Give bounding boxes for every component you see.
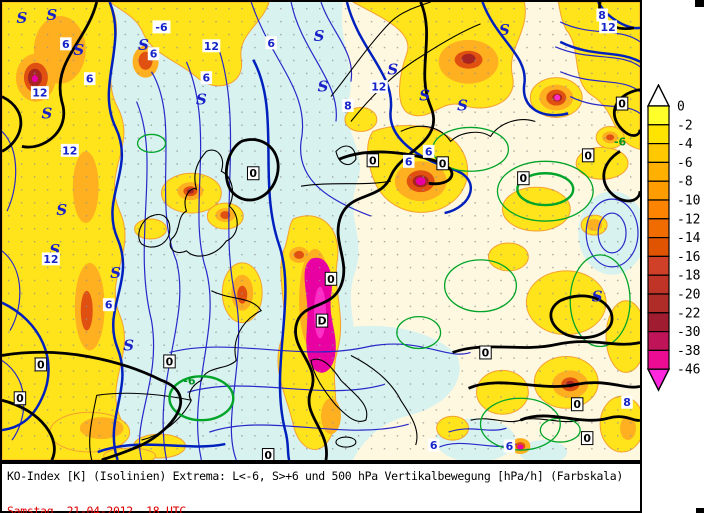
legend-tick-label: -12 (677, 212, 700, 227)
map-label-value: 0 (16, 392, 24, 405)
map-label-value: 12 (600, 21, 615, 34)
legend-tick-label: -20 (677, 288, 700, 303)
map-label-value: 6 (150, 48, 158, 61)
legend-tick-label: -14 (677, 231, 701, 246)
legend-color-box (648, 125, 669, 144)
legend-color-box (648, 219, 669, 238)
map-label-value: 0 (37, 358, 45, 371)
legend-color-box (648, 162, 669, 181)
map-label-value: 0 (327, 273, 335, 286)
map-label-s: S (419, 87, 430, 105)
map-label-value: 12 (204, 40, 219, 53)
map-label-value: 0 (249, 167, 257, 180)
legend-color-box (648, 294, 669, 313)
legend-arrow-down (648, 369, 669, 390)
map-label-value: 0 (482, 346, 490, 359)
weather-map-frame: SSSSSSSSSSSSSSSSS66121266128812661212666… (0, 0, 642, 462)
legend-tick-label: -30 (677, 325, 700, 340)
legend-color-box (648, 106, 669, 125)
map-label-value: 6 (267, 37, 275, 50)
map-label-value: 12 (371, 81, 386, 94)
map-label-value: 6 (203, 72, 211, 85)
map-label-value: 0 (573, 398, 581, 411)
map-label-s: S (499, 21, 510, 39)
caption-title: KO-Index [K] (Isolinien) Extrema: L<-6, … (7, 469, 623, 483)
map-label-value: -6 (155, 21, 168, 34)
legend-color-box (648, 238, 669, 257)
wetter3-ko-index-chart: SSSSSSSSSSSSSSSSS66121266128812661212666… (0, 0, 704, 513)
legend-tick-label: -22 (677, 306, 700, 321)
legend-tick-label: -4 (677, 137, 693, 152)
map-label-value: 6 (62, 38, 70, 51)
map-label-s: S (46, 6, 57, 24)
map-label-value: 0 (264, 449, 272, 460)
map-label-value: 0 (583, 432, 591, 445)
map-label-value: D (317, 315, 326, 328)
map-label-value: 6 (506, 440, 514, 453)
map-label-value: 0 (439, 157, 447, 170)
map-label-value: 0 (369, 154, 377, 167)
legend-tick-label: 0 (677, 100, 685, 115)
map-label-value: 0 (520, 172, 528, 185)
map-label-s: S (314, 27, 325, 45)
caption-box: KO-Index [K] (Isolinien) Extrema: L<-6, … (0, 462, 642, 513)
legend-tick-label: -6 (677, 156, 693, 171)
map-label-value: 6 (405, 155, 413, 168)
color-scale-legend: 0 -2 -4 -6 -8 -10 -12 -14 -16 -18 -20 -22 -30 -38 -46 (644, 84, 704, 416)
map-label-s: S (318, 78, 329, 96)
legend-tick-label: -18 (677, 269, 700, 284)
map-label-value: 6 (86, 73, 94, 86)
legend-tick-label: -38 (677, 344, 700, 359)
map-label-value: 0 (584, 149, 592, 162)
legend-tick-label: -16 (677, 250, 700, 265)
map-label-value: 0 (618, 98, 626, 111)
caption-datetime: Samstag, 21-04-2012 18 UTC (7, 504, 186, 513)
legend-tick-label: -8 (677, 175, 693, 190)
legend-color-box (648, 350, 669, 369)
map-label-s: S (41, 104, 52, 122)
map-label-value: 6 (425, 145, 433, 158)
legend-tick-label: -10 (677, 194, 700, 209)
legend-color-box (648, 275, 669, 294)
map-label-value: -6 (183, 374, 196, 387)
map-label-value: 12 (62, 144, 77, 157)
map-label-s: S (592, 288, 603, 306)
legend-color-box (648, 256, 669, 275)
stipple-overlay (2, 2, 640, 460)
legend-color-box (648, 332, 669, 351)
map-label-value: 0 (166, 355, 174, 368)
legend-color-box (648, 313, 669, 332)
map-label-s: S (56, 201, 67, 219)
map-label-value: 12 (32, 87, 47, 100)
map-label-s: S (457, 97, 468, 115)
legend-color-box (648, 181, 669, 200)
map-label-value: -6 (614, 135, 627, 148)
legend-color-box (648, 200, 669, 219)
map-label-value: 12 (43, 253, 58, 266)
map-label-s: S (123, 336, 134, 354)
map-label-s: S (196, 91, 207, 109)
legend-arrow-up (648, 85, 669, 106)
caption-line2: Samstag, 21-04-2012 18 UTC (GFS) (Samsta… (2, 490, 640, 508)
map-label-s: S (387, 61, 398, 79)
map-label-s: S (138, 36, 149, 54)
legend-color-box (648, 144, 669, 163)
weather-map: SSSSSSSSSSSSSSSSS66121266128812661212666… (2, 2, 640, 460)
map-label-value: 8 (344, 100, 352, 113)
legend-tick-label: -2 (677, 118, 693, 133)
map-label-s: S (17, 9, 28, 27)
corner-mark-bottom-right (696, 508, 704, 513)
map-label-value: 8 (623, 396, 631, 409)
map-label-value: 6 (430, 439, 438, 452)
legend-svg: 0 -2 -4 -6 -8 -10 -12 -14 -16 -18 -20 -22 -30 -38 -46 (644, 84, 704, 416)
legend-tick-label: -46 (677, 363, 700, 378)
map-label-s: S (110, 264, 121, 282)
corner-mark-top-right (695, 0, 704, 7)
map-label-value: 6 (105, 299, 113, 312)
map-label-s: S (73, 41, 84, 59)
